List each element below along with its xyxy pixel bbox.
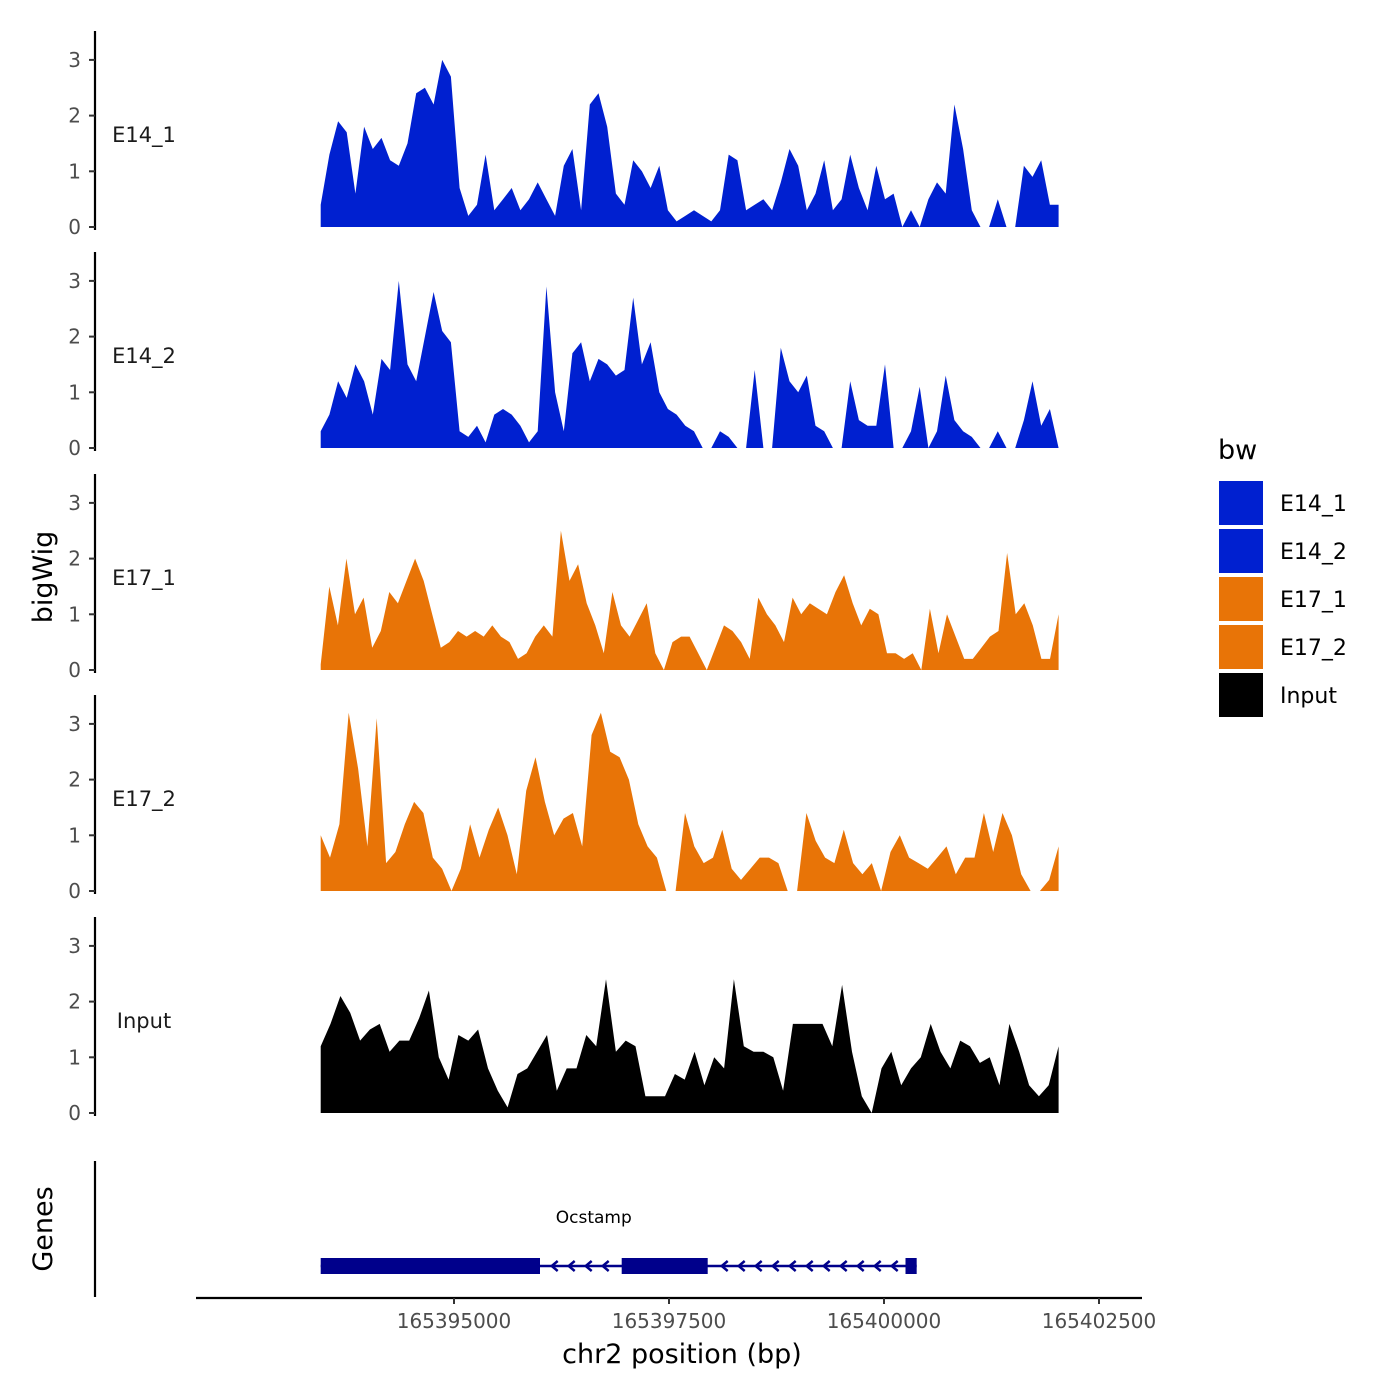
x-tick-label: 165402500 bbox=[1042, 1309, 1157, 1333]
track-label: Input bbox=[117, 1009, 171, 1033]
track-Input: 0 1 2 3 Input bbox=[68, 917, 1059, 1125]
y-tick-label: 1 bbox=[68, 823, 81, 847]
coverage-area-E17_1 bbox=[320, 530, 1059, 670]
y-tick-label: 1 bbox=[68, 159, 81, 183]
y-tick-label: 0 bbox=[68, 215, 81, 239]
coverage-area-E17_2 bbox=[320, 712, 1059, 891]
y-tick-label: 3 bbox=[68, 934, 81, 958]
coverage-area-E14_1 bbox=[320, 59, 1059, 228]
y-tick-label: 3 bbox=[68, 712, 81, 736]
track-E17_2: 0 1 2 3 E17_2 bbox=[68, 695, 1059, 903]
track-label: E17_2 bbox=[112, 787, 176, 812]
strand-arrow bbox=[753, 1260, 763, 1272]
legend-key-E17_1 bbox=[1219, 577, 1263, 621]
legend-label: E17_1 bbox=[1280, 588, 1347, 613]
strand-arrow bbox=[566, 1260, 576, 1272]
strand-arrow bbox=[855, 1260, 865, 1272]
strand-arrow bbox=[736, 1260, 746, 1272]
strand-arrow bbox=[804, 1260, 814, 1272]
strand-arrow bbox=[583, 1260, 593, 1272]
y-tick-label: 1 bbox=[68, 1045, 81, 1069]
legend: bw E14_1 E14_2 E17_1 E17_2 Input bbox=[1218, 435, 1347, 717]
track-E14_1: 0 1 2 3 E14_1 bbox=[68, 31, 1059, 239]
y-tick-label: 1 bbox=[68, 602, 81, 626]
y-tick-label: 2 bbox=[68, 104, 81, 128]
gene-exon bbox=[320, 1258, 540, 1274]
track-label: E14_1 bbox=[112, 123, 176, 148]
legend-key-E17_2 bbox=[1219, 625, 1263, 669]
x-tick-label: 165397500 bbox=[612, 1309, 727, 1333]
legend-key-E14_1 bbox=[1219, 481, 1263, 525]
gene-exon bbox=[621, 1258, 708, 1274]
strand-arrow bbox=[889, 1260, 899, 1272]
coverage-area-Input bbox=[320, 979, 1059, 1113]
tracks: 0 1 2 3 E14_1 0 1 2 3 E14_2 0 1 2 3 E17_1 0 1 2 3 E17_2 0 1 2 3… bbox=[68, 31, 1059, 1125]
legend-label: Input bbox=[1280, 684, 1337, 709]
legend-label: E14_2 bbox=[1280, 540, 1347, 565]
x-tick-label: 165400000 bbox=[827, 1309, 942, 1333]
genes-axis-title: Genes bbox=[28, 1186, 59, 1271]
x-axis-title: chr2 position (bp) bbox=[562, 1339, 802, 1370]
strand-arrow bbox=[549, 1260, 559, 1272]
legend-key-E14_2 bbox=[1219, 529, 1263, 573]
y-tick-label: 3 bbox=[68, 48, 81, 72]
y-axis-title: bigWig bbox=[28, 531, 59, 624]
track-label: E14_2 bbox=[112, 344, 176, 369]
strand-arrow bbox=[787, 1260, 797, 1272]
gene-exon bbox=[905, 1258, 917, 1274]
strand-arrow bbox=[600, 1260, 610, 1272]
y-tick-label: 3 bbox=[68, 269, 81, 293]
y-tick-label: 0 bbox=[68, 1101, 81, 1125]
track-label: E17_1 bbox=[112, 566, 176, 591]
x-tick-label: 165395000 bbox=[397, 1309, 512, 1333]
y-tick-label: 0 bbox=[68, 436, 81, 460]
coverage-area-E14_2 bbox=[320, 280, 1059, 448]
track-E17_1: 0 1 2 3 E17_1 bbox=[68, 474, 1059, 682]
legend-title: bw bbox=[1218, 435, 1257, 466]
gene-panel: Ocstamp bbox=[93, 1161, 917, 1297]
x-axis: 165395000 165397500 165400000 165402500 bbox=[196, 1296, 1157, 1333]
strand-arrow bbox=[821, 1260, 831, 1272]
y-tick-label: 2 bbox=[68, 768, 81, 792]
y-tick-label: 3 bbox=[68, 491, 81, 515]
legend-label: E14_1 bbox=[1280, 492, 1347, 517]
y-tick-label: 0 bbox=[68, 879, 81, 903]
strand-arrow bbox=[838, 1260, 848, 1272]
strand-arrow bbox=[719, 1260, 729, 1272]
legend-label: E17_2 bbox=[1280, 636, 1347, 661]
y-tick-label: 2 bbox=[68, 547, 81, 571]
strand-arrow bbox=[770, 1260, 780, 1272]
y-tick-label: 0 bbox=[68, 658, 81, 682]
y-tick-label: 1 bbox=[68, 380, 81, 404]
track-E14_2: 0 1 2 3 E14_2 bbox=[68, 252, 1059, 460]
legend-key-Input bbox=[1219, 673, 1263, 717]
y-tick-label: 2 bbox=[68, 325, 81, 349]
y-tick-label: 2 bbox=[68, 990, 81, 1014]
gene-name: Ocstamp bbox=[556, 1208, 632, 1228]
strand-arrow bbox=[872, 1260, 882, 1272]
